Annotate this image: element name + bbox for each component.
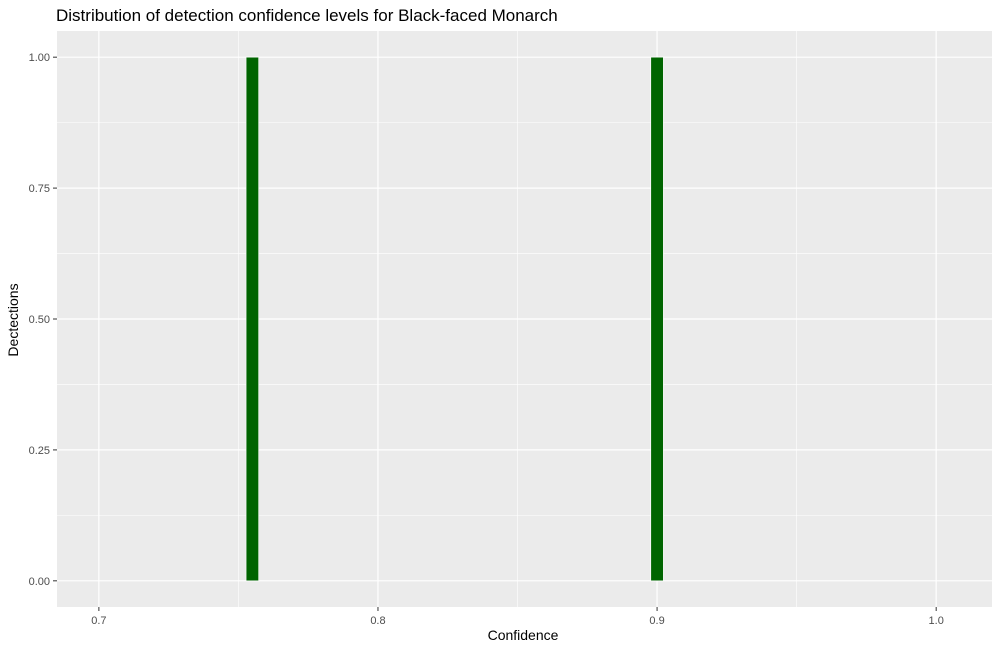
y-tick-label: 0.00 bbox=[29, 576, 50, 588]
histogram-bar bbox=[650, 56, 664, 582]
y-tick-label: 0.50 bbox=[29, 314, 50, 326]
histogram-bar bbox=[245, 56, 259, 582]
y-axis-title: Dectections bbox=[5, 283, 21, 356]
x-tick-label: 0.8 bbox=[370, 615, 385, 627]
x-tick-label: 0.9 bbox=[649, 615, 664, 627]
y-tick-label: 0.75 bbox=[29, 183, 50, 195]
bars bbox=[245, 56, 664, 582]
y-tick-label: 1.00 bbox=[29, 52, 50, 64]
chart-title: Distribution of detection confidence lev… bbox=[56, 6, 558, 25]
y-tick-label: 0.25 bbox=[29, 445, 50, 457]
x-axis: 0.7 0.8 0.9 1.0 bbox=[91, 607, 944, 627]
y-axis: 0.00 0.25 0.50 0.75 1.00 bbox=[29, 52, 57, 588]
x-tick-label: 0.7 bbox=[91, 615, 106, 627]
x-tick-label: 1.0 bbox=[929, 615, 944, 627]
x-axis-title: Confidence bbox=[488, 627, 559, 643]
